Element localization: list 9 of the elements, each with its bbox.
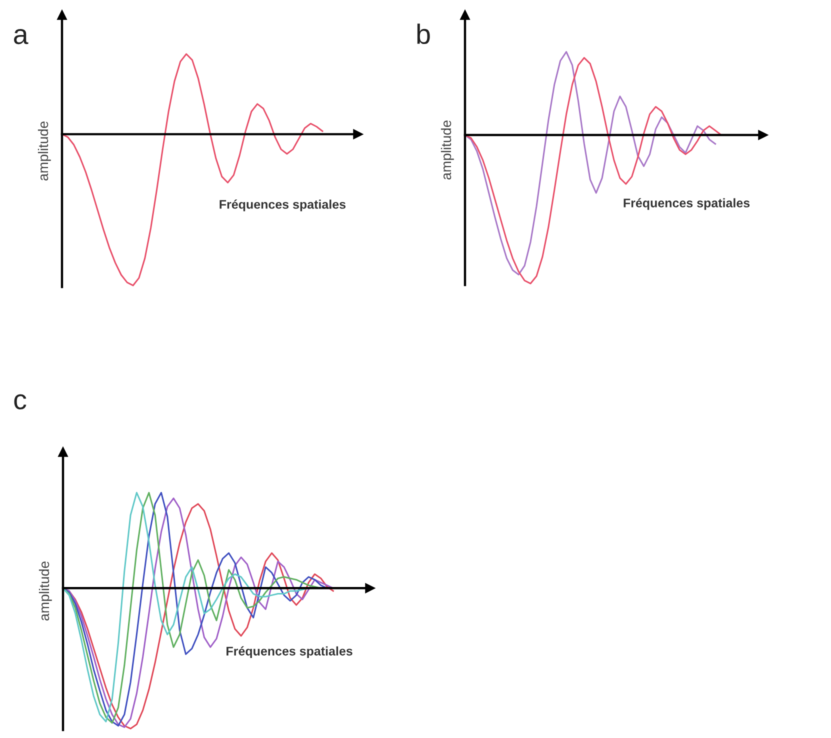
x-axis-title: Fréquences spatiales	[624, 198, 750, 210]
y-axis-title: amplitude	[38, 562, 52, 621]
chart-title: b	[417, 24, 430, 44]
chart-title: a	[14, 28, 28, 44]
y-axis-title: amplitude	[38, 122, 51, 181]
chart-title: c	[14, 394, 26, 410]
y-axis-title: amplitude	[440, 120, 454, 180]
x-axis-title: Fréquences spatiales	[220, 200, 346, 212]
x-axis-title: Fréquences spatiales	[226, 646, 352, 658]
